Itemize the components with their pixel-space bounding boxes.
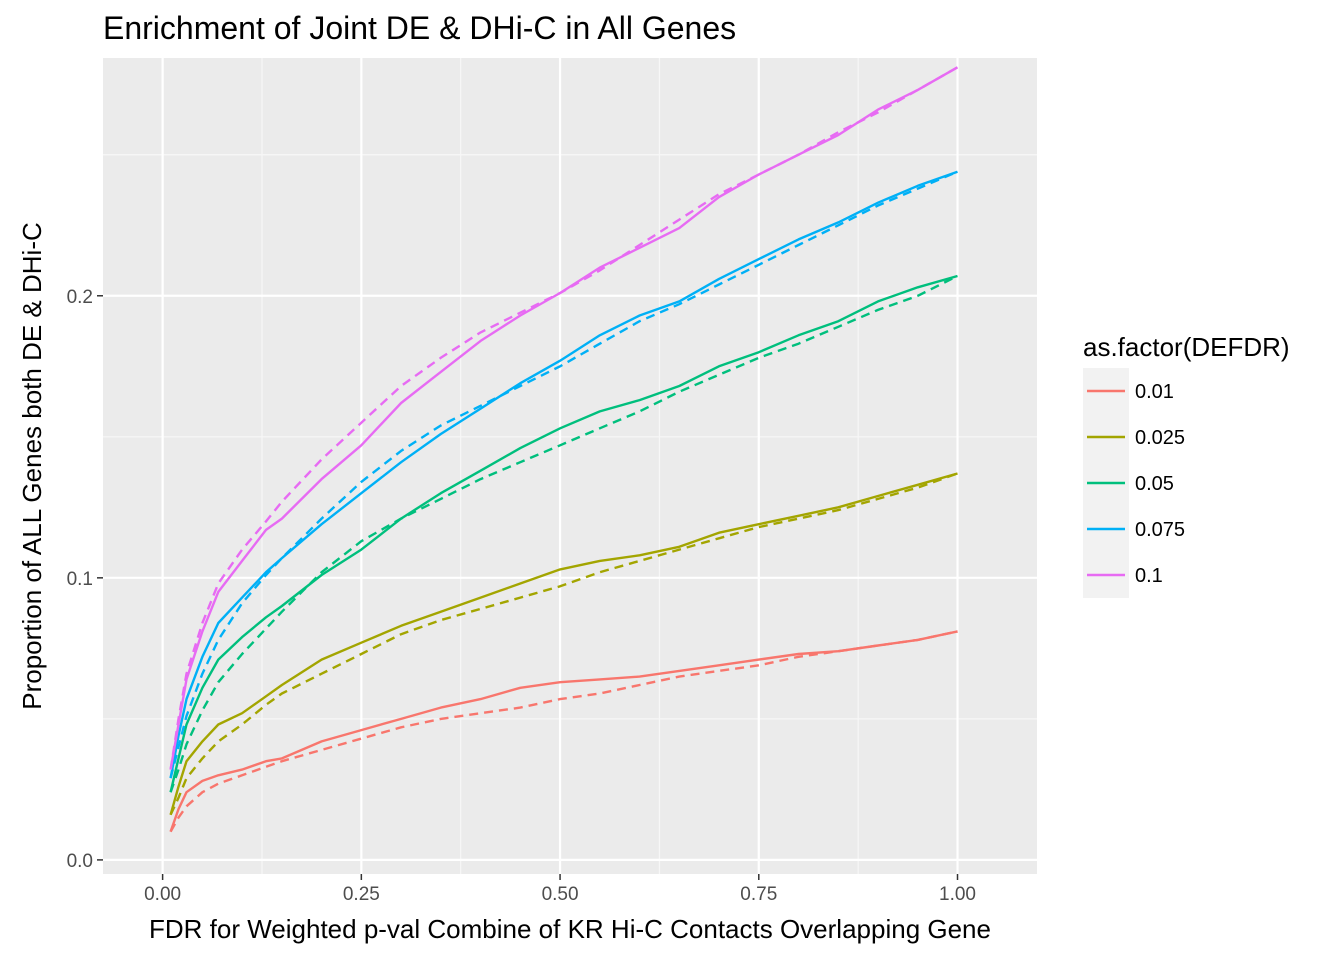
- legend-label: 0.1: [1135, 565, 1163, 587]
- y-axis-title: Proportion of ALL Genes both DE & DHi-C: [17, 222, 47, 710]
- series-line-0.025-solid: [169, 472, 958, 816]
- x-tick-label: 0.00: [144, 884, 181, 905]
- y-tick-label: 0.1: [67, 569, 93, 590]
- legend: as.factor(DEFDR) 0.01 0.025 0.05 0.075 0.1: [1083, 332, 1290, 598]
- series-line-0.075-dashed: [169, 170, 958, 779]
- legend-label: 0.075: [1135, 519, 1185, 541]
- series-line-0.1-solid: [169, 66, 959, 770]
- series-line-0.01-solid: [169, 630, 958, 833]
- legend-label: 0.05: [1135, 473, 1174, 495]
- series-lines: [169, 66, 959, 833]
- x-tick-label: 0.75: [740, 884, 777, 905]
- axis-ticks: 0.00 0.25 0.50 0.75 1.00 0.0 0.1 0.2: [67, 287, 976, 905]
- series-line-0.05-solid: [169, 274, 958, 793]
- series-line-0.075-solid: [169, 170, 958, 779]
- legend-item: 0.01: [1083, 368, 1174, 414]
- legend-label: 0.025: [1135, 427, 1185, 449]
- chart-title: Enrichment of Joint DE & DHi-C in All Ge…: [103, 10, 736, 46]
- minor-gridlines: [103, 58, 1037, 874]
- legend-item: 0.1: [1083, 552, 1163, 598]
- x-tick-label: 0.25: [343, 884, 380, 905]
- series-line-0.05-dashed: [169, 274, 959, 793]
- x-tick-label: 1.00: [939, 884, 976, 905]
- major-gridlines: [103, 58, 1037, 874]
- series-line-0.01-dashed: [169, 630, 958, 833]
- y-tick-label: 0.2: [67, 287, 93, 308]
- legend-title: as.factor(DEFDR): [1083, 332, 1290, 362]
- x-tick-label: 0.50: [542, 884, 579, 905]
- x-axis-title: FDR for Weighted p-val Combine of KR Hi-…: [149, 914, 991, 944]
- y-tick-label: 0.0: [67, 851, 93, 872]
- legend-label: 0.01: [1135, 381, 1174, 403]
- legend-item: 0.075: [1083, 506, 1185, 552]
- legend-item: 0.025: [1083, 414, 1185, 460]
- legend-item: 0.05: [1083, 460, 1174, 506]
- plot-panel: [103, 58, 1037, 874]
